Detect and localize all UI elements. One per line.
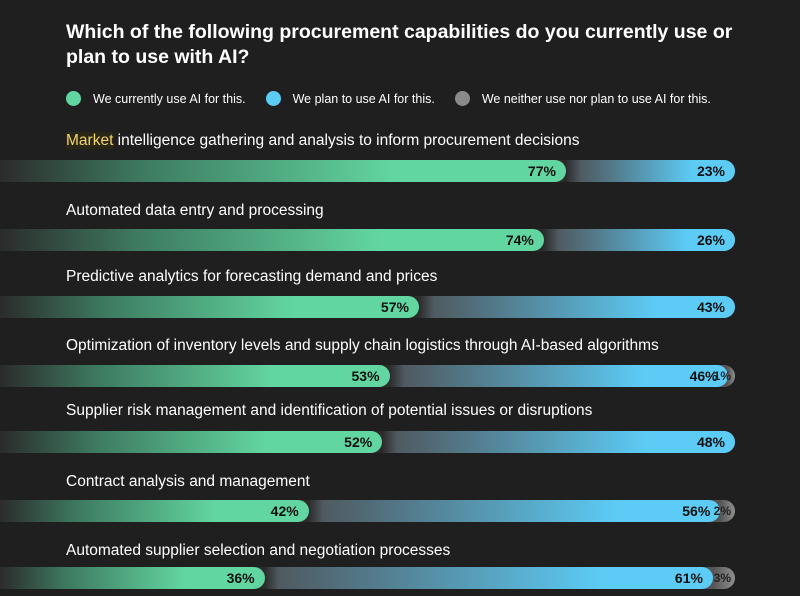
bar-current <box>0 567 265 589</box>
value-label-current: 36% <box>226 570 255 586</box>
value-label-current: 74% <box>505 232 534 248</box>
category-label: Predictive analytics for forecasting dem… <box>66 268 438 285</box>
value-label-current: 77% <box>527 163 556 179</box>
legend-label-neither: We neither use nor plan to use AI for th… <box>481 91 711 106</box>
legend-item-plan: We plan to use AI for this. <box>265 91 435 106</box>
value-label-plan: 23% <box>696 163 725 179</box>
value-label-plan: 43% <box>696 299 725 315</box>
value-label-plan: 61% <box>674 570 703 586</box>
value-label-plan: 26% <box>696 232 725 248</box>
value-label-plan: 46% <box>689 368 718 384</box>
legend-dot-plan <box>265 91 281 106</box>
value-label-plan: 48% <box>696 434 725 450</box>
category-label: Optimization of inventory levels and sup… <box>66 337 659 354</box>
category-label: Automated supplier selection and negotia… <box>66 542 451 559</box>
bar-current <box>0 500 309 522</box>
value-label-current: 42% <box>270 503 299 519</box>
highlighted-word: Market <box>66 132 114 149</box>
category-label: Contract analysis and management <box>66 473 310 490</box>
legend-dot-neither <box>454 91 470 106</box>
value-label-neither: 3% <box>713 571 731 585</box>
legend-label-current: We currently use AI for this. <box>93 91 246 106</box>
value-label-current: 52% <box>344 434 373 450</box>
value-label-plan: 56% <box>682 503 711 519</box>
legend: We currently use AI for this. We plan to… <box>66 91 731 106</box>
legend-item-current: We currently use AI for this. <box>66 91 246 106</box>
bar-current <box>0 229 544 251</box>
bar-current <box>0 431 383 453</box>
legend-label-plan: We plan to use AI for this. <box>292 91 435 106</box>
value-label-neither: 2% <box>713 504 731 518</box>
category-label: Automated data entry and processing <box>66 202 324 219</box>
bar-current <box>0 296 419 318</box>
category-label: Supplier risk management and identificat… <box>66 402 593 419</box>
legend-dot-current <box>66 91 81 106</box>
bar-current <box>0 365 390 387</box>
bar-current <box>0 160 566 182</box>
value-label-neither: 1% <box>713 369 731 383</box>
value-label-current: 57% <box>380 299 409 315</box>
category-label: Market intelligence gathering and analys… <box>66 132 580 149</box>
value-label-current: 53% <box>351 368 380 384</box>
legend-item-neither: We neither use nor plan to use AI for th… <box>454 91 711 106</box>
chart-title: Which of the following procurement capab… <box>66 21 733 68</box>
